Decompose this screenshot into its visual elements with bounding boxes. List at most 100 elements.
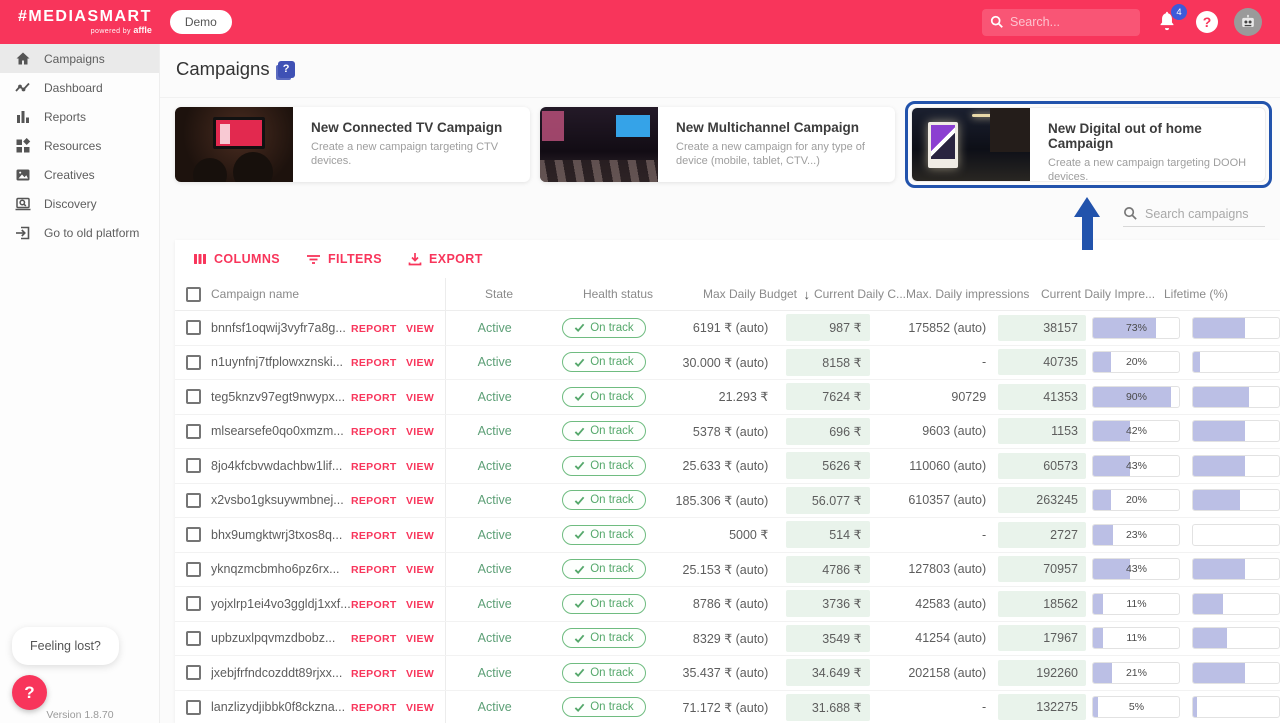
exit-arrow-icon	[16, 226, 30, 239]
view-link[interactable]: VIEW	[406, 357, 435, 370]
help-button[interactable]: ?	[1196, 11, 1218, 33]
view-link[interactable]: VIEW	[406, 598, 435, 611]
bar-chart-icon	[17, 110, 29, 123]
view-link[interactable]: VIEW	[406, 564, 435, 577]
search-campaigns[interactable]	[1123, 206, 1265, 227]
row-checkbox[interactable]	[185, 354, 201, 370]
sidebar-item-reports[interactable]: Reports	[0, 102, 159, 131]
campaign-name[interactable]: 8jo4kfcbvwdachbw1lif...	[211, 458, 343, 473]
sidebar-item-campaigns[interactable]: Campaigns	[0, 44, 159, 73]
view-link[interactable]: VIEW	[406, 391, 435, 404]
extra-progress-fill	[1193, 352, 1200, 373]
page-help-icon[interactable]: ?	[277, 60, 295, 78]
view-link[interactable]: VIEW	[406, 322, 435, 335]
health-status-badge: On track	[562, 455, 646, 476]
max-daily-impressions-value: 9603 (auto)	[922, 424, 987, 439]
global-search[interactable]	[982, 8, 1140, 36]
view-link[interactable]: VIEW	[406, 495, 435, 508]
header-max-daily-impressions[interactable]: Max. Daily impressions	[906, 287, 1030, 301]
user-avatar[interactable]	[1234, 8, 1262, 36]
report-link[interactable]: REPORT	[351, 495, 397, 508]
header-campaign-name[interactable]: Campaign name	[211, 287, 300, 301]
sidebar-item-discovery[interactable]: Discovery	[0, 189, 159, 218]
columns-button[interactable]: COLUMNS	[193, 252, 280, 266]
current-daily-impressions-value: 2727	[997, 521, 1086, 548]
campaign-name[interactable]: mlsearsefe0qo0xmzm...	[211, 424, 344, 439]
campaign-name[interactable]: lanzlizydjibbk0f8ckzna...	[211, 700, 346, 715]
health-status-badge: On track	[562, 697, 646, 718]
sidebar-item-resources[interactable]: Resources	[0, 131, 159, 160]
view-link[interactable]: VIEW	[406, 426, 435, 439]
header-health-status[interactable]: Health status	[582, 287, 654, 301]
filters-button[interactable]: FILTERS	[306, 252, 382, 266]
report-link[interactable]: REPORT	[351, 667, 397, 680]
view-link[interactable]: VIEW	[406, 460, 435, 473]
help-fab-button[interactable]: ?	[12, 675, 47, 710]
lifetime-progress-label: 73%	[1125, 321, 1147, 334]
header-state[interactable]: State	[484, 287, 514, 301]
table-toolbar: COLUMNS FILTERS EXPORT	[175, 240, 1280, 278]
report-link[interactable]: REPORT	[351, 322, 397, 335]
export-button[interactable]: EXPORT	[408, 252, 483, 266]
sidebar-item-dashboard[interactable]: Dashboard	[0, 73, 159, 102]
header-current-daily-impressions[interactable]: Current Daily Impre...	[1041, 287, 1156, 301]
lifetime-progress-bar: 11%	[1092, 592, 1181, 615]
campaign-name[interactable]: jxebjfrfndcozddt89rjxx...	[211, 665, 343, 680]
report-link[interactable]: REPORT	[351, 633, 397, 646]
view-link[interactable]: VIEW	[406, 702, 435, 715]
row-checkbox[interactable]	[185, 596, 201, 612]
header-lifetime[interactable]: Lifetime (%)	[1163, 287, 1228, 301]
card-multichannel[interactable]: New Multichannel Campaign Create a new c…	[540, 107, 895, 182]
campaign-name[interactable]: bnnfsf1oqwij3vyfr7a8g...	[211, 320, 346, 335]
header-current-daily-cost[interactable]: ↓ Current Daily C...	[803, 286, 906, 302]
report-link[interactable]: REPORT	[351, 357, 397, 370]
campaign-name[interactable]: teg5knzv97egt9nwypx...	[211, 389, 346, 404]
row-checkbox[interactable]	[185, 423, 201, 439]
campaign-name[interactable]: yojxlrp1ei4vo3ggldj1xxf...	[211, 596, 351, 611]
campaign-name[interactable]: bhx9umgktwrj3txos8q...	[211, 527, 343, 542]
row-checkbox[interactable]	[185, 458, 201, 474]
row-checkbox[interactable]	[185, 561, 201, 577]
sidebar-item-old-platform[interactable]: Go to old platform	[0, 218, 159, 247]
select-all-checkbox[interactable]	[185, 286, 201, 302]
report-link[interactable]: REPORT	[351, 460, 397, 473]
campaign-name[interactable]: n1uynfnj7tfplowxznski...	[211, 355, 344, 370]
top-header: #MEDIASMART powered by affle Demo 4 ?	[0, 0, 1280, 44]
campaign-name[interactable]: yknqzmcbmho6pz6rx...	[211, 562, 340, 577]
campaign-name[interactable]: x2vsbo1gksuywmbnej...	[211, 493, 344, 508]
card-dooh[interactable]: New Digital out of home Campaign Create …	[911, 107, 1266, 182]
report-link[interactable]: REPORT	[351, 598, 397, 611]
extra-progress-fill	[1193, 490, 1241, 511]
row-checkbox[interactable]	[185, 389, 201, 405]
row-checkbox[interactable]	[185, 630, 201, 646]
report-link[interactable]: REPORT	[351, 564, 397, 577]
report-link[interactable]: REPORT	[351, 426, 397, 439]
campaign-name[interactable]: upbzuxlpqvmzdbobz...	[211, 631, 336, 646]
mediasmart-logo[interactable]: #MEDIASMART powered by affle	[18, 9, 152, 36]
sidebar-item-creatives[interactable]: Creatives	[0, 160, 159, 189]
demo-badge: Demo	[169, 10, 232, 34]
card-connected-tv[interactable]: New Connected TV Campaign Create a new c…	[175, 107, 530, 182]
header-max-daily-budget[interactable]: Max Daily Budget	[702, 287, 797, 301]
home-icon	[16, 52, 30, 64]
multichannel-card-image	[540, 107, 658, 182]
current-daily-cost-value: 31.688 ₹	[785, 693, 870, 721]
global-search-input[interactable]	[1010, 15, 1120, 29]
row-checkbox[interactable]	[185, 665, 201, 681]
state-value: Active	[477, 631, 512, 646]
row-checkbox[interactable]	[185, 320, 201, 336]
report-link[interactable]: REPORT	[351, 391, 397, 404]
notifications-button[interactable]: 4	[1156, 4, 1187, 34]
row-checkbox[interactable]	[185, 492, 201, 508]
search-campaigns-input[interactable]	[1145, 206, 1257, 221]
view-link[interactable]: VIEW	[406, 667, 435, 680]
sort-desc-icon[interactable]: ↓	[803, 286, 810, 302]
view-link[interactable]: VIEW	[406, 529, 435, 542]
report-link[interactable]: REPORT	[351, 702, 397, 715]
current-daily-cost-value: 8158 ₹	[785, 348, 870, 376]
row-checkbox[interactable]	[185, 527, 201, 543]
view-link[interactable]: VIEW	[406, 633, 435, 646]
extra-progress-fill	[1193, 455, 1245, 476]
report-link[interactable]: REPORT	[351, 529, 397, 542]
row-checkbox[interactable]	[185, 699, 201, 715]
